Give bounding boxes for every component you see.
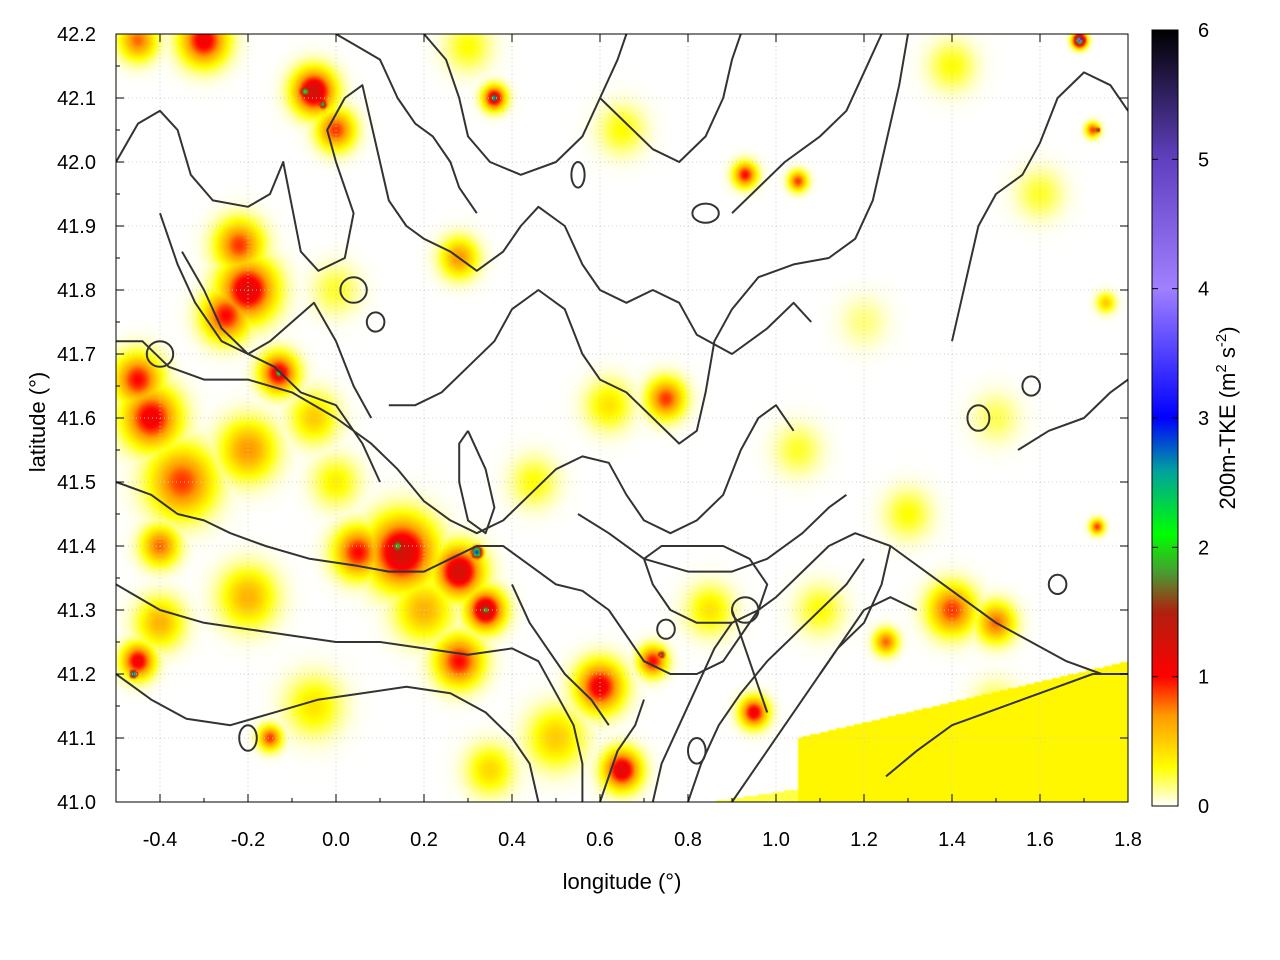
colorbar-ticks: 0 1 2 3 4 5 6 xyxy=(1152,20,1209,818)
colorbar-tick-label: 0 xyxy=(1198,796,1209,818)
terrain-contour-island xyxy=(1021,375,1041,397)
terrain-contour-line xyxy=(458,430,496,535)
x-tick-label: 0.8 xyxy=(674,829,702,851)
terrain-contour-line xyxy=(116,583,584,802)
y-tick-label: 42.0 xyxy=(57,152,96,174)
terrain-contour-line xyxy=(116,673,540,802)
colorbar-title-main: 200m-TKE (m xyxy=(1215,373,1240,510)
terrain-contour-line xyxy=(643,545,769,624)
x-tick-label: -0.2 xyxy=(231,829,265,851)
x-tick-label: -0.4 xyxy=(143,829,177,851)
colorbar-tick-label: 3 xyxy=(1198,408,1209,430)
terrain-contour-line xyxy=(116,481,1128,675)
x-tick-label: 1.4 xyxy=(938,829,966,851)
terrain-contour-island xyxy=(966,404,991,432)
terrain-contour-line xyxy=(577,493,847,573)
y-tick-label: 42.2 xyxy=(57,24,96,46)
y-axis-ticks: 41.0 41.1 41.2 41.3 41.4 41.5 41.6 41.7 41.8 41.9… xyxy=(57,24,1128,814)
y-tick-label: 41.0 xyxy=(57,792,96,814)
x-tick-label: 0.4 xyxy=(498,829,526,851)
terrain-contour-line xyxy=(423,34,628,176)
x-tick-label: 1.2 xyxy=(850,829,878,851)
plot-area xyxy=(115,33,1129,803)
terrain-contour-island xyxy=(656,618,676,640)
y-tick-label: 41.6 xyxy=(57,408,96,430)
y-tick-label: 41.3 xyxy=(57,600,96,622)
colorbar-title-end: ) xyxy=(1215,326,1240,333)
terrain-contour-line xyxy=(511,583,610,726)
x-tick-label: 1.8 xyxy=(1114,829,1142,851)
terrain-contour-line xyxy=(651,622,733,802)
y-tick-label: 41.4 xyxy=(57,536,96,558)
terrain-contour-island xyxy=(145,340,175,368)
terrain-contour-line xyxy=(819,545,892,675)
x-axis-title: longitude (°) xyxy=(563,869,682,894)
terrain-contour-line xyxy=(116,340,795,535)
colorbar-tick-label: 4 xyxy=(1198,279,1209,301)
colorbar-tick-label: 2 xyxy=(1198,537,1209,559)
y-tick-label: 41.1 xyxy=(57,728,96,750)
terrain-contour-line xyxy=(599,34,742,163)
terrain-contour-line xyxy=(731,34,883,214)
terrain-contour-island xyxy=(339,276,368,304)
y-tick-label: 41.5 xyxy=(57,472,96,494)
terrain-contour-island xyxy=(1047,573,1068,596)
terrain-contour-island xyxy=(687,737,707,765)
y-axis-title: latitude (°) xyxy=(25,372,50,473)
terrain-contour-line xyxy=(181,251,381,483)
x-tick-label: 0.6 xyxy=(586,829,614,851)
terrain-contour-line xyxy=(116,84,812,355)
terrain-contour-island xyxy=(365,311,386,333)
x-tick-label: 1.6 xyxy=(1026,829,1054,851)
terrain-contour-line xyxy=(388,34,909,445)
y-tick-label: 41.8 xyxy=(57,280,96,302)
terrain-contour-island xyxy=(238,724,258,752)
colorbar-title-sup2: -2 xyxy=(1213,334,1230,347)
y-tick-label: 41.2 xyxy=(57,664,96,686)
y-tick-label: 42.1 xyxy=(57,88,96,110)
terrain-contour-line xyxy=(731,609,769,713)
y-tick-label: 41.7 xyxy=(57,344,96,366)
x-tick-label: 0.2 xyxy=(410,829,438,851)
colorbar-title-sup1: 2 xyxy=(1213,364,1230,372)
terrain-contour-line xyxy=(599,699,645,802)
terrain-contour-line xyxy=(1017,378,1128,451)
colorbar-tick-label: 5 xyxy=(1198,149,1209,171)
terrain-contour-line xyxy=(885,673,1128,778)
colorbar-tick-label: 1 xyxy=(1198,667,1209,689)
x-axis-ticks: -0.4 -0.2 0.0 0.2 0.4 0.6 0.8 1.0 1.2 1.4 1.6 1.8 xyxy=(115,34,1142,851)
terrain-contours xyxy=(116,34,1128,802)
terrain-contour-island xyxy=(691,202,720,224)
terrain-contour-line xyxy=(159,212,373,419)
x-tick-label: 1.0 xyxy=(762,829,790,851)
colorbar-title-mid: s xyxy=(1215,347,1240,364)
terrain-contour-island xyxy=(731,596,760,624)
terrain-contour-line xyxy=(687,558,865,802)
terrain-contour-line xyxy=(951,71,1128,342)
terrain-contour-line xyxy=(335,34,478,214)
colorbar-tick-label: 6 xyxy=(1198,20,1209,42)
x-tick-label: 0.0 xyxy=(322,829,350,851)
colorbar-title: 200m-TKE (m2 s-2) xyxy=(1213,326,1240,509)
terrain-contour-island xyxy=(570,161,586,189)
y-tick-label: 41.9 xyxy=(57,216,96,238)
